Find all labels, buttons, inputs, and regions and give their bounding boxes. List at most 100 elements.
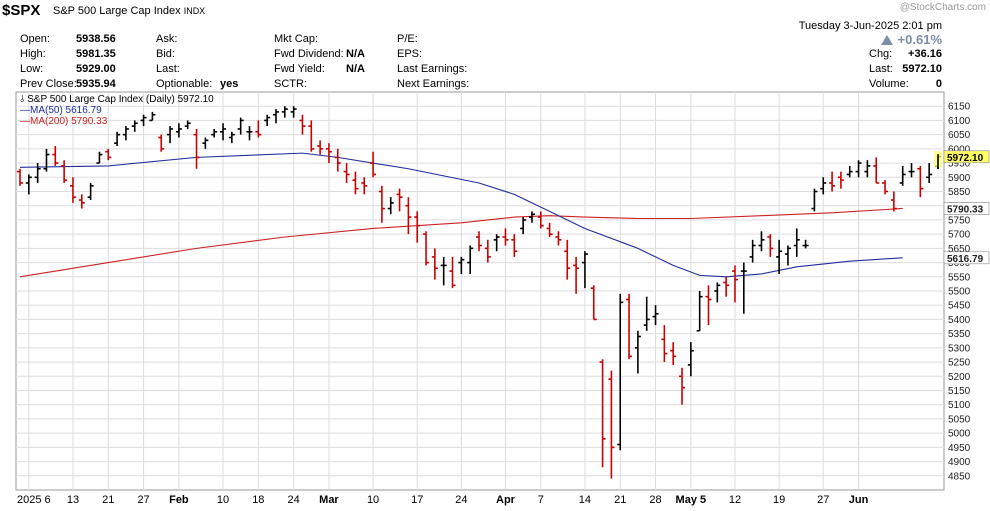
ohlc-bar	[69, 177, 76, 203]
optionable-value: yes	[220, 78, 239, 90]
ohlc-bar	[325, 143, 332, 164]
last-label-2: Last:	[156, 63, 180, 75]
ohlc-bar	[87, 182, 94, 201]
ohlc-bar	[484, 239, 491, 263]
ohlc-bar	[511, 234, 518, 257]
ohlc-bar	[802, 239, 809, 249]
x-tick-label: 18	[252, 494, 264, 506]
ohlc-bar	[220, 123, 227, 141]
ohlc-bar	[184, 120, 191, 129]
open-value: 5938.56	[76, 33, 116, 45]
ohlc-legend-icon: ⫰	[20, 94, 25, 105]
ohlc-bar	[131, 120, 138, 132]
y-tick-label: 5450	[948, 301, 971, 312]
ohlc-bar	[378, 185, 385, 223]
legend-ma50: —MA(50) 5616.79	[20, 105, 102, 116]
chg-value: +36.16	[908, 48, 942, 60]
y-tick-label: 5100	[948, 400, 971, 411]
x-tick-label: Apr	[496, 494, 516, 506]
bid-label: Bid:	[156, 48, 175, 60]
ohlc-bar	[114, 131, 121, 147]
ohlc-bar	[449, 256, 456, 289]
ohlc-bar	[520, 217, 527, 235]
ma50-legend-line-icon: —	[20, 105, 30, 116]
ohlc-bar	[908, 163, 915, 178]
ohlc-bar	[767, 234, 774, 257]
ohlc-bar	[793, 228, 800, 257]
x-tick-label: 7	[538, 494, 544, 506]
ohlc-bar	[255, 120, 262, 138]
legend-ma200-text: MA(200) 5790.33	[30, 116, 108, 127]
fwd-yield-value: N/A	[346, 63, 365, 75]
ma50-line	[19, 152, 903, 278]
ohlc-bar	[926, 163, 933, 183]
x-tick-label: 13	[67, 494, 79, 506]
volume-label: Volume:	[869, 78, 909, 90]
ohlc-bar	[476, 231, 482, 252]
y-tick-label: 5550	[948, 272, 971, 283]
ohlc-bar	[687, 342, 694, 377]
y-tick-label: 5050	[948, 414, 971, 425]
ohlc-bar	[52, 146, 59, 166]
x-tick-label: 2025 6	[17, 494, 51, 506]
y-tick-label: 5400	[948, 315, 971, 326]
legend-ma50-text: MA(50) 5616.79	[30, 105, 102, 116]
ohlc-bar	[590, 285, 597, 321]
ohlc-bar	[890, 191, 897, 212]
ohlc-bar	[308, 120, 315, 152]
y-tick-label: 5250	[948, 358, 971, 369]
ohlc-bar	[626, 293, 633, 360]
ask-label: Ask:	[156, 33, 178, 45]
last-price-tag-text: 5972.10	[947, 153, 984, 164]
prev-close-value: 5935.94	[76, 78, 116, 90]
ohlc-bar	[758, 231, 765, 252]
watermark: @StockCharts.com	[899, 2, 986, 13]
ohlc-bar	[43, 148, 50, 172]
ohlc-bar	[493, 234, 500, 252]
last-value: 5972.10	[902, 63, 942, 75]
x-tick-label: 24	[455, 494, 467, 506]
ma50-tag-text: 5616.79	[947, 254, 984, 265]
x-tick-label: 12	[729, 494, 741, 506]
ohlc-bar	[414, 211, 421, 243]
ohlc-bar	[272, 109, 279, 124]
ohlc-bar	[211, 128, 218, 138]
fwd-dividend-value: N/A	[346, 48, 365, 60]
ohlc-bar	[122, 126, 129, 141]
eps-label: EPS:	[397, 48, 423, 60]
exchange-label: INDX	[183, 6, 206, 16]
ohlc-bar	[281, 106, 288, 118]
x-tick-label: 28	[649, 494, 661, 506]
ohlc-bar	[167, 126, 174, 144]
ohlc-bar	[608, 370, 615, 479]
ohlc-bar	[105, 148, 112, 161]
fwd-dividend-label: Fwd Dividend:	[274, 48, 344, 60]
ohlc-bar	[740, 262, 747, 314]
ohlc-bar	[17, 168, 23, 186]
x-tick-label: 21	[614, 494, 626, 506]
ohlc-bar	[564, 239, 571, 280]
ohlc-bar	[670, 342, 677, 365]
x-tick-label: 24	[288, 494, 300, 506]
ohlc-bar	[573, 256, 580, 294]
sctr-label: SCTR:	[274, 78, 307, 90]
ohlc-bar	[599, 359, 606, 468]
y-tick-label: 5750	[948, 215, 971, 226]
prev-close-label: Prev Close:	[20, 78, 77, 90]
x-tick-label: 17	[411, 494, 423, 506]
quote-panel: Open: 5938.56 High: 5981.35 Low: 5929.00…	[16, 20, 944, 92]
ohlc-bar	[820, 177, 827, 195]
y-tick-label: 4900	[948, 457, 971, 468]
ohlc-bar	[696, 291, 703, 332]
ohlc-bar	[370, 151, 377, 178]
ohlc-bar	[811, 188, 818, 212]
ohlc-bar	[396, 188, 403, 212]
datetime: Tuesday 3-Jun-2025 2:01 pm	[798, 20, 942, 32]
y-tick-label: 4850	[948, 471, 971, 482]
ohlc-bar	[555, 231, 562, 246]
ohlc-bar	[784, 245, 791, 266]
last-label: Last:	[869, 63, 893, 75]
ohlc-bar	[705, 285, 712, 326]
mkt-cap-label: Mkt Cap:	[274, 33, 319, 45]
x-tick-label: Jun	[849, 494, 869, 506]
